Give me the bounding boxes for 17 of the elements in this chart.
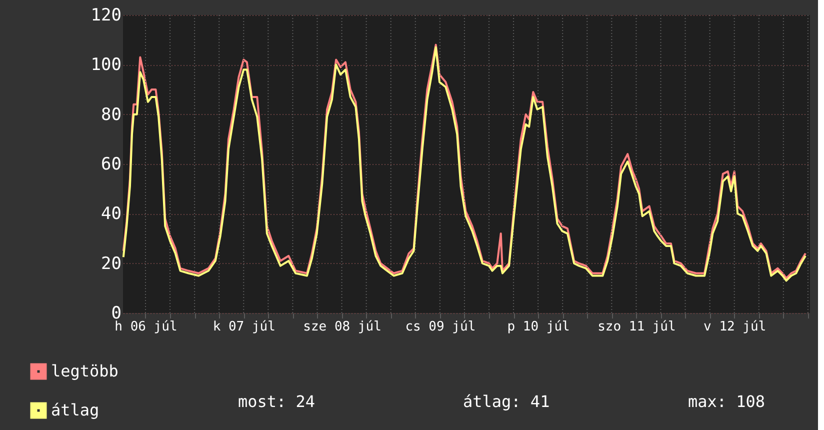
x-tick-label: v 12 júl — [704, 320, 766, 334]
legend-label: legtöbb — [51, 362, 118, 380]
x-tick-label: p 10 júl — [507, 320, 570, 334]
text: átlag: 41 — [463, 392, 550, 411]
x-tick-label: cs 09 júl — [405, 320, 476, 334]
x-tick-label: k 07 júl — [212, 320, 276, 334]
legend-label: átlag — [51, 400, 100, 420]
y-tick-label: 60 — [101, 154, 122, 174]
text: most: 24 — [238, 392, 316, 411]
x-tick-label: szo 11 júl — [598, 320, 676, 334]
y-tick-label: 120 — [90, 6, 122, 26]
y-tick-label: 40 — [101, 204, 122, 224]
y-tick-label: 100 — [90, 55, 122, 76]
x-tick-label: sze 08 júl — [303, 320, 382, 334]
text: max: 108 — [688, 392, 766, 411]
y-tick-label: 20 — [101, 254, 122, 274]
y-tick-label: 80 — [101, 104, 122, 125]
